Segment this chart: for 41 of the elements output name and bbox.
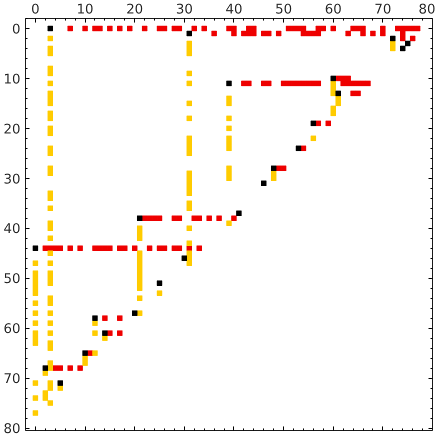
y-tick-label: 70 <box>4 372 21 388</box>
point <box>226 80 232 86</box>
x-tick-label: 0 <box>31 2 40 18</box>
point <box>32 245 38 251</box>
point <box>404 40 410 46</box>
y-tick-label: 50 <box>4 272 21 288</box>
y-tick-label: 40 <box>4 222 21 238</box>
x-tick-label: 10 <box>76 2 94 18</box>
point <box>330 76 336 82</box>
point <box>400 46 406 52</box>
point <box>270 166 276 172</box>
point <box>296 146 302 152</box>
x-tick-label: 50 <box>275 2 292 18</box>
y-tick-label: 80 <box>4 422 21 435</box>
x-tick-label: 20 <box>126 2 144 18</box>
point <box>136 216 142 222</box>
point <box>310 120 316 126</box>
y-tick-label: 60 <box>4 322 21 338</box>
point <box>132 310 138 316</box>
x-tick-label: 60 <box>324 2 342 18</box>
point <box>156 280 162 286</box>
point <box>182 255 188 261</box>
point <box>236 210 242 216</box>
y-tick-label: 10 <box>4 72 21 88</box>
point <box>42 365 48 371</box>
x-tick-label: 70 <box>374 2 392 18</box>
y-tick-label: 30 <box>4 172 21 188</box>
point <box>102 330 108 336</box>
x-tick-label: 40 <box>225 2 242 18</box>
y-tick-label: 0 <box>12 22 21 38</box>
point <box>186 30 192 36</box>
point <box>390 36 396 42</box>
point <box>48 26 54 32</box>
x-tick-label: 30 <box>176 2 193 18</box>
point <box>335 90 341 96</box>
y-tick-label: 20 <box>4 122 21 138</box>
point <box>82 350 88 356</box>
point <box>261 180 266 186</box>
point <box>92 315 98 321</box>
x-tick-label: 80 <box>418 2 435 18</box>
point <box>58 380 63 386</box>
